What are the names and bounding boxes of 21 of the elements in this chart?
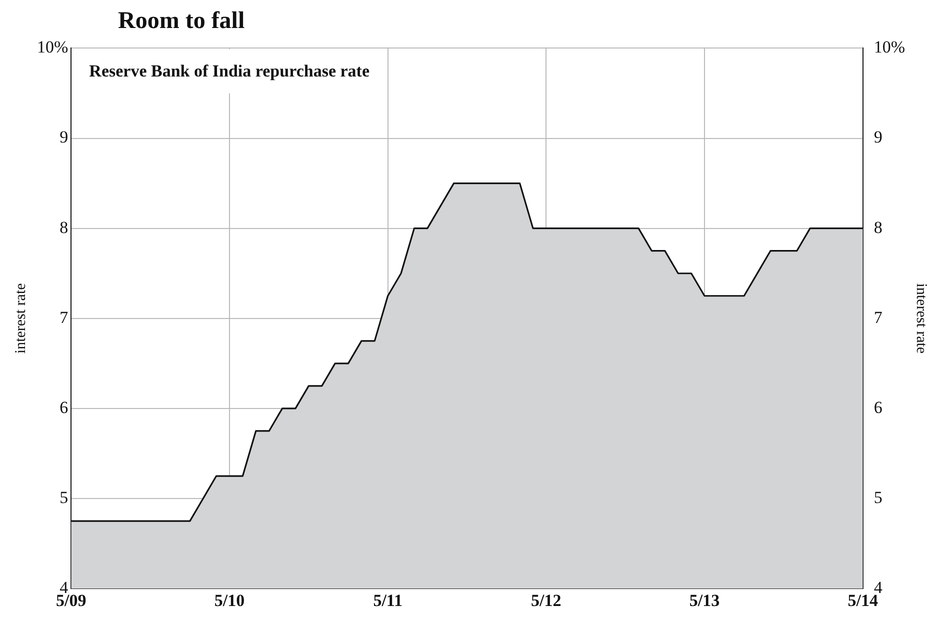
- x-tick-label: 5/12: [531, 591, 562, 610]
- x-tick-label: 5/10: [214, 591, 245, 610]
- y2-tick-label: 6: [874, 398, 882, 417]
- x-tick-label: 5/13: [689, 591, 720, 610]
- y-tick-label: 5: [60, 488, 68, 507]
- x-tick-label: 5/14: [848, 591, 878, 610]
- chart-title: Room to fall: [117, 8, 246, 35]
- y2-axis-title: interest rate: [913, 283, 930, 354]
- y2-tick-label: 10%: [874, 38, 906, 57]
- text: Reserve Bank of India repurchase rate: [89, 62, 370, 81]
- y-axis-title: interest rate: [12, 282, 29, 354]
- x-tick-label: 5/11: [373, 591, 402, 610]
- y-tick-label: 7: [60, 308, 69, 327]
- y-tick-label: 10%: [36, 38, 68, 57]
- y2-tick-label: 7: [874, 308, 883, 327]
- y-tick-label: 8: [60, 218, 68, 237]
- y-tick-label: 9: [60, 128, 68, 147]
- y2-tick-label: 5: [874, 488, 882, 507]
- y2-tick-label: 9: [874, 128, 882, 147]
- y-tick-label: 6: [60, 398, 68, 417]
- y2-tick-label: 8: [874, 218, 882, 237]
